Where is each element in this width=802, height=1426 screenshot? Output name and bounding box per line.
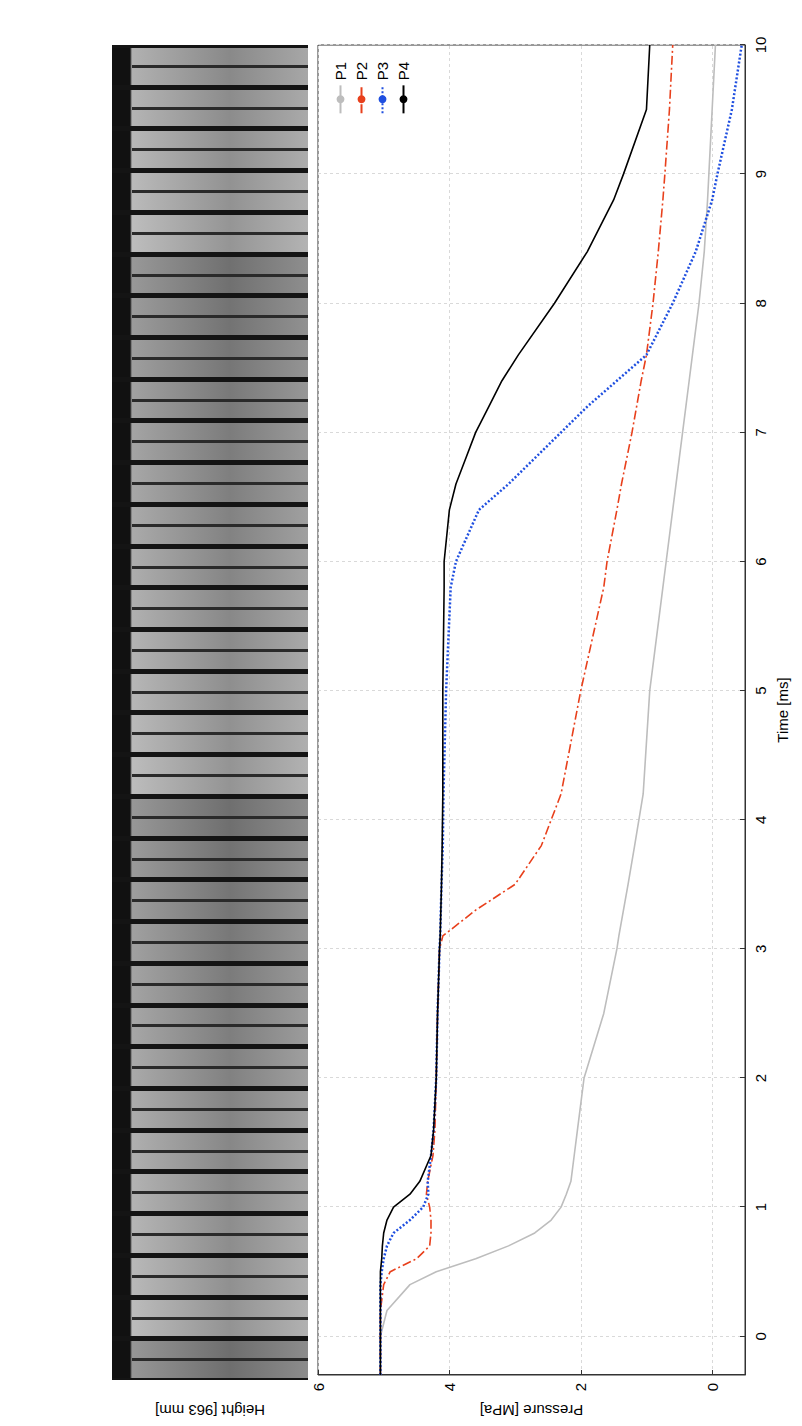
svg-text:9: 9	[752, 170, 769, 178]
svg-text:6: 6	[752, 557, 769, 565]
svg-text:1: 1	[752, 1203, 769, 1211]
svg-text:2: 2	[572, 1383, 589, 1391]
svg-text:10: 10	[752, 37, 769, 54]
svg-text:4: 4	[752, 816, 769, 824]
svg-text:2: 2	[752, 1074, 769, 1082]
svg-text:P4: P4	[395, 62, 412, 80]
html-text:Height [963 mm]: Height [963 mm]	[155, 1401, 265, 1419]
svg-text:3: 3	[752, 945, 769, 953]
svg-text:6: 6	[310, 1383, 327, 1391]
svg-text:P2: P2	[353, 62, 370, 80]
svg-text:8: 8	[752, 299, 769, 307]
svg-text:P3: P3	[374, 62, 391, 80]
svg-text:0: 0	[704, 1383, 721, 1391]
svg-text:Pressure [MPa]: Pressure [MPa]	[480, 1402, 583, 1419]
svg-text:0: 0	[752, 1332, 769, 1340]
svg-text:P1: P1	[332, 62, 349, 80]
svg-text:Time [ms]: Time [ms]	[774, 677, 791, 742]
svg-text:4: 4	[441, 1383, 458, 1391]
svg-text:7: 7	[752, 428, 769, 436]
svg-text:5: 5	[752, 686, 769, 694]
